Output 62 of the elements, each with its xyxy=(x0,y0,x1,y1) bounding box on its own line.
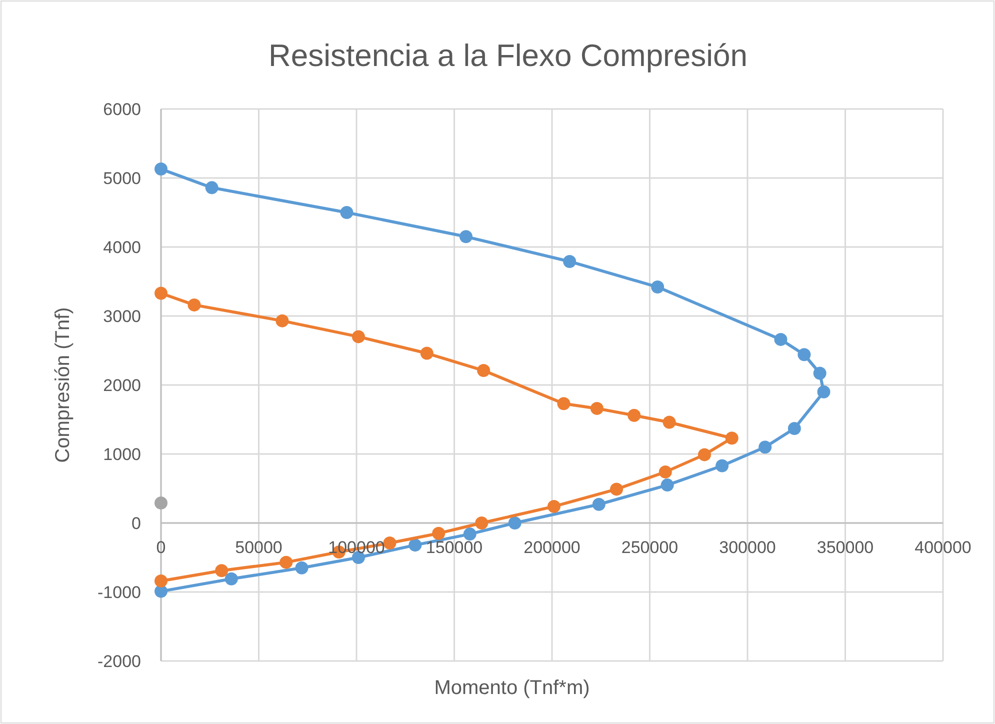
point xyxy=(628,408,641,422)
point xyxy=(592,498,606,511)
point xyxy=(610,482,624,496)
point xyxy=(658,465,672,478)
point xyxy=(758,440,772,454)
point xyxy=(154,162,168,176)
point xyxy=(651,280,664,294)
point xyxy=(557,397,570,410)
point xyxy=(276,314,289,328)
y-tick-label: -2000 xyxy=(98,652,141,671)
point xyxy=(459,230,472,244)
x-tick-label: 0 xyxy=(156,538,166,557)
point xyxy=(280,556,293,569)
x-tick-label: 400000 xyxy=(914,538,972,557)
point xyxy=(408,538,422,552)
y-tick-label: 5000 xyxy=(103,168,141,188)
point xyxy=(215,564,228,578)
x-tick-label: 300000 xyxy=(719,538,776,557)
point xyxy=(798,348,811,362)
point xyxy=(547,500,560,513)
point xyxy=(590,402,604,415)
point xyxy=(188,298,201,312)
y-tick-label: 6000 xyxy=(103,100,141,119)
y-tick-label: 4000 xyxy=(103,238,141,257)
point xyxy=(295,561,308,574)
point xyxy=(154,286,168,300)
point xyxy=(205,181,218,194)
point xyxy=(662,416,676,429)
point xyxy=(463,528,476,541)
point xyxy=(432,526,446,540)
y-tick-label: 3000 xyxy=(103,306,141,326)
point xyxy=(660,478,674,492)
chart-title: Resistencia a la Flexo Compresión xyxy=(268,38,748,73)
point xyxy=(352,330,365,344)
point xyxy=(154,574,168,588)
x-axis-title: Momento (Tnf*m) xyxy=(434,677,590,699)
point xyxy=(154,496,168,510)
point xyxy=(224,572,238,586)
point xyxy=(716,459,729,472)
point xyxy=(817,385,830,398)
point xyxy=(420,346,434,360)
point xyxy=(383,536,396,550)
point xyxy=(508,516,522,530)
y-tick-label: 0 xyxy=(132,514,141,533)
y-axis-title: Compresión (Tnf) xyxy=(52,307,74,463)
point xyxy=(813,366,826,380)
point xyxy=(698,448,711,462)
point xyxy=(340,206,354,219)
point xyxy=(788,422,801,435)
y-tick-label: 1000 xyxy=(103,444,141,464)
x-tick-label: 50000 xyxy=(235,538,282,557)
point xyxy=(563,254,576,268)
point xyxy=(475,516,488,530)
point xyxy=(725,432,738,445)
x-tick-label: 150000 xyxy=(426,538,483,557)
y-tick-label: 2000 xyxy=(103,376,141,395)
x-tick-label: 350000 xyxy=(816,538,874,557)
point xyxy=(774,332,788,346)
x-tick-label: 200000 xyxy=(524,538,580,557)
point xyxy=(477,364,490,378)
y-tick-label: -1000 xyxy=(98,582,141,602)
x-tick-label: 250000 xyxy=(621,538,678,557)
